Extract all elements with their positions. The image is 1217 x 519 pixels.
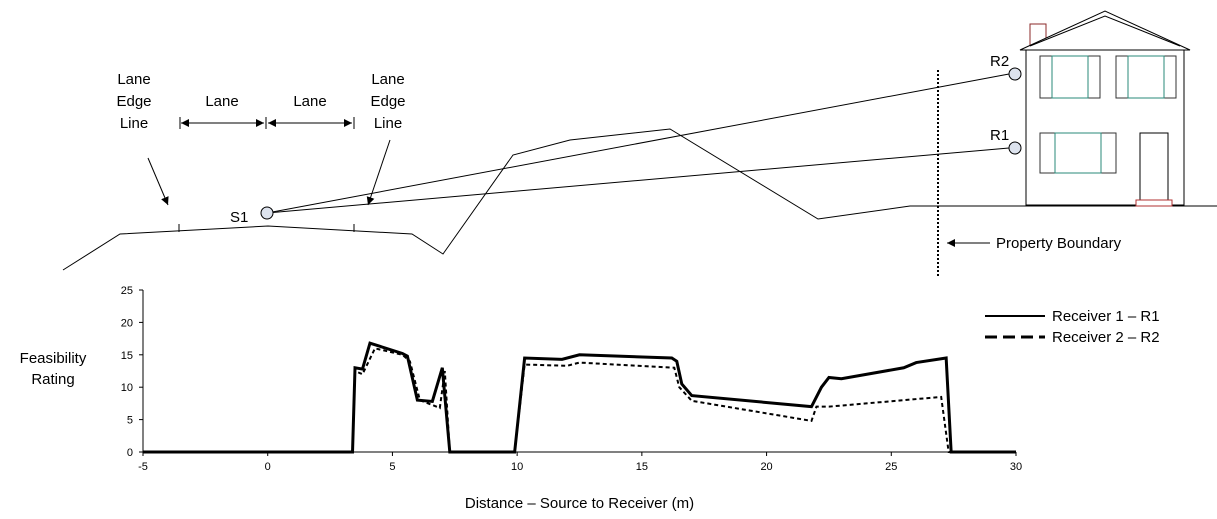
roof xyxy=(1019,10,1191,51)
window xyxy=(1115,55,1177,99)
leader-arrow xyxy=(366,139,391,206)
sight-line xyxy=(266,73,1010,214)
y-tick-label: 25 xyxy=(121,285,133,297)
edge-label-line: Lane xyxy=(117,71,150,88)
edge-label-line: Line xyxy=(374,115,402,132)
receiver-marker xyxy=(1008,141,1022,155)
window-pane xyxy=(1054,132,1102,174)
x-tick-label: -5 xyxy=(138,461,148,473)
x-tick-label: 5 xyxy=(389,461,395,473)
x-axis-label: Distance – Source to Receiver (m) xyxy=(465,495,694,512)
edge-label-line: Edge xyxy=(116,93,151,110)
window xyxy=(1039,55,1101,99)
x-tick-label: 20 xyxy=(760,461,772,473)
lane-label: Lane xyxy=(205,93,238,110)
leader-arrow xyxy=(147,157,169,206)
house xyxy=(1019,10,1191,207)
chart: 0 5 10 15 20 25 -5 0 5 10 15 20 25 30 Distance – Sourc… xyxy=(121,285,1160,512)
source-marker xyxy=(260,206,274,220)
series-line xyxy=(143,347,1016,453)
y-axis-label: Feasibility Rating xyxy=(19,350,87,388)
x-tick-label: 0 xyxy=(265,461,271,473)
y-tick-label: 0 xyxy=(127,447,133,459)
edge-label-line: Line xyxy=(120,115,148,132)
roof-trim xyxy=(1029,15,1181,47)
x-tick-label: 30 xyxy=(1010,461,1022,473)
window-pane xyxy=(1051,55,1089,99)
edge-label-line: Edge xyxy=(370,93,405,110)
y-tick-label: 20 xyxy=(121,317,133,329)
edge-label-line: Lane xyxy=(371,71,404,88)
sight-line xyxy=(266,147,1010,214)
receiver-marker xyxy=(1008,67,1022,81)
x-tick-label: 15 xyxy=(636,461,648,473)
y-tick-label: 15 xyxy=(121,350,133,362)
legend-label: Receiver 1 – R1 xyxy=(1052,308,1160,325)
legend-label: Receiver 2 – R2 xyxy=(1052,329,1160,346)
edge-label: Lane Edge Line xyxy=(370,71,405,132)
x-tick-label: 10 xyxy=(511,461,523,473)
ground-profile xyxy=(62,128,1217,271)
x-tick-label: 25 xyxy=(885,461,897,473)
lane-label: Lane xyxy=(293,93,326,110)
window xyxy=(1039,132,1117,174)
window-pane xyxy=(1127,55,1165,99)
steps xyxy=(1135,199,1173,207)
y-tick-label: 5 xyxy=(127,415,133,427)
receiver-label: R1 xyxy=(990,127,1009,144)
source-label: S1 xyxy=(230,209,248,226)
boundary-label: Property Boundary xyxy=(996,235,1122,252)
diagram xyxy=(62,10,1217,276)
door xyxy=(1139,132,1169,202)
edge-label: Lane Edge Line xyxy=(116,71,151,132)
series-line xyxy=(143,341,1016,454)
receiver-label: R2 xyxy=(990,53,1009,70)
y-tick-label: 10 xyxy=(121,382,133,394)
